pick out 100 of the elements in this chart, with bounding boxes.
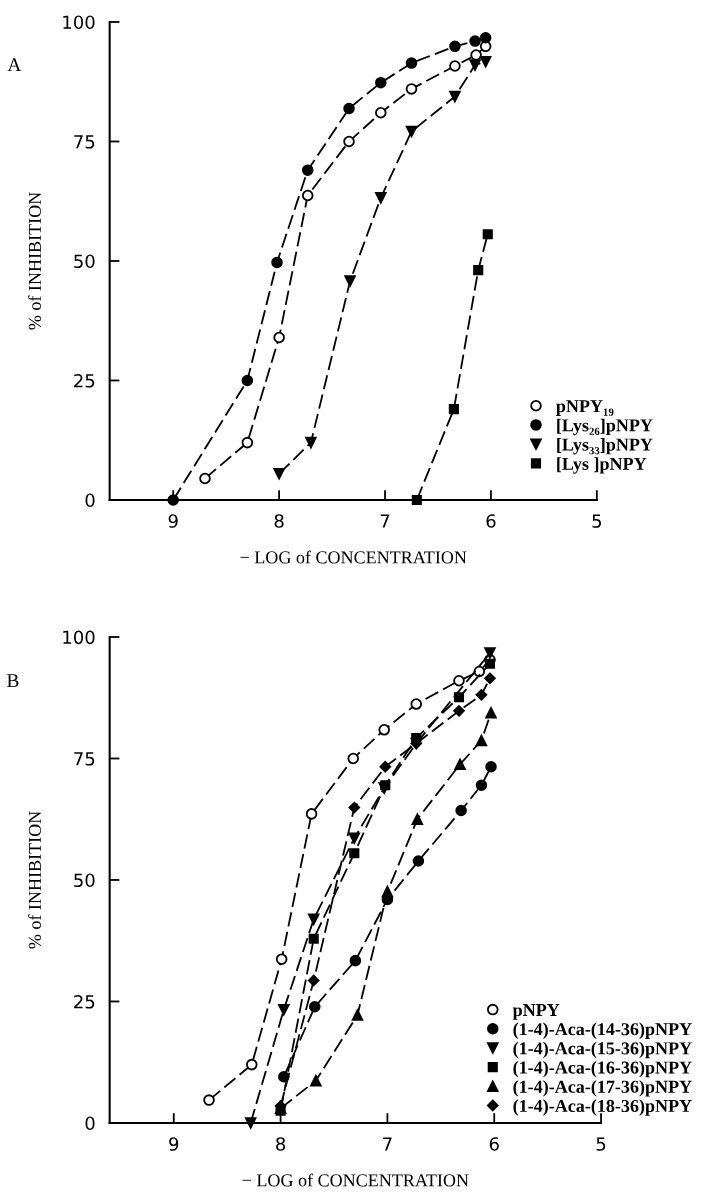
point <box>301 189 314 202</box>
point <box>309 1001 321 1013</box>
legend-label: (1-4)-Aca-(18-36)pNPY <box>513 1099 692 1116</box>
point <box>484 672 496 685</box>
point <box>241 436 254 449</box>
y-axis-title: % of INHIBITION <box>28 811 42 949</box>
point <box>469 35 481 47</box>
text: A <box>7 58 22 71</box>
point <box>203 1094 215 1106</box>
legend-label: pNPY <box>512 1004 560 1020</box>
x-tick-label: 5 <box>596 1137 606 1151</box>
point <box>275 953 288 965</box>
point <box>454 758 466 771</box>
x-axis-title: − LOG of CONCENTRATION <box>242 1173 469 1187</box>
y-axis-title: % of INHIBITION <box>28 192 42 330</box>
point <box>455 804 467 817</box>
point <box>485 707 497 719</box>
point <box>482 229 493 240</box>
point <box>379 760 392 773</box>
point <box>475 779 488 791</box>
point <box>273 331 285 344</box>
point <box>449 90 461 103</box>
x-tick-label: 7 <box>380 514 390 528</box>
point <box>453 692 465 703</box>
y-tick-label: 75 <box>74 752 95 766</box>
point <box>470 49 482 61</box>
y-tick-label: 25 <box>74 994 95 1009</box>
point <box>310 1074 322 1087</box>
y-tick-label: 100 <box>63 630 95 645</box>
point <box>271 256 283 269</box>
x-tick-label: 8 <box>274 514 284 528</box>
legend-label: [Lys₂₆]pNPY <box>557 418 653 436</box>
y-tick-label: 75 <box>74 135 95 149</box>
y-tick-label: 50 <box>74 873 95 888</box>
point <box>484 647 496 659</box>
point <box>273 467 285 480</box>
legend-label: (1-4)-Aca-(14-36)pNPY <box>513 1022 692 1039</box>
point <box>199 472 211 485</box>
point <box>343 135 355 148</box>
point <box>301 164 314 176</box>
text: B <box>7 674 19 688</box>
point <box>305 436 317 449</box>
x-tick-label: 7 <box>383 1137 392 1151</box>
point <box>453 674 465 687</box>
legend-label: [Lys₃₃]pNPY <box>557 437 653 455</box>
y-tick-label: 100 <box>63 15 95 30</box>
point <box>475 689 488 701</box>
point <box>378 724 390 736</box>
point <box>349 848 360 859</box>
point <box>307 913 320 926</box>
x-tick-label: 5 <box>592 514 602 528</box>
point <box>453 705 465 717</box>
x-tick-label: 9 <box>168 514 178 528</box>
point <box>241 374 254 387</box>
point <box>343 102 355 115</box>
point <box>469 59 481 71</box>
point <box>308 933 319 944</box>
point <box>405 57 418 69</box>
point <box>473 264 484 276</box>
x-tick-label: 6 <box>489 1137 499 1151</box>
point <box>245 1058 258 1071</box>
point <box>375 76 387 89</box>
point <box>375 192 387 204</box>
legend-label: (1-4)-Aca-(15-36)pNPY <box>513 1041 692 1059</box>
point <box>448 404 459 415</box>
point <box>412 855 425 867</box>
point <box>479 55 492 68</box>
point <box>375 107 387 119</box>
point <box>449 40 461 53</box>
x-tick-label: 8 <box>276 1137 286 1151</box>
point <box>344 275 356 287</box>
legend-label: (1-4)-Aca-(17-36)pNPY <box>513 1080 692 1097</box>
x-tick-label: 9 <box>169 1137 179 1151</box>
x-tick-label: 6 <box>486 514 496 528</box>
point <box>449 60 461 72</box>
legend-label: pNPY₁₉ <box>556 400 614 416</box>
point <box>381 885 394 898</box>
y-tick-label: 50 <box>74 254 95 269</box>
point <box>479 31 492 44</box>
point <box>485 760 497 773</box>
y-tick-label: 25 <box>74 373 95 388</box>
point <box>347 752 359 765</box>
point <box>348 801 361 814</box>
point <box>405 83 418 95</box>
point <box>348 832 361 844</box>
point <box>307 974 320 987</box>
y-tick-label: 0 <box>85 493 95 508</box>
point <box>351 1009 364 1021</box>
y-tick-label: 0 <box>85 1116 95 1131</box>
point <box>349 954 362 967</box>
point <box>305 808 318 820</box>
point <box>475 734 488 747</box>
point <box>411 813 424 825</box>
legend-label: [Lys ]pNPY <box>557 457 647 474</box>
legend-label: (1-4)-Aca-(16-36)pNPY <box>513 1060 692 1078</box>
x-axis-title: − LOG of CONCENTRATION <box>240 550 467 564</box>
point <box>278 1003 290 1016</box>
point <box>484 658 496 669</box>
point <box>410 698 423 710</box>
point <box>405 125 418 138</box>
